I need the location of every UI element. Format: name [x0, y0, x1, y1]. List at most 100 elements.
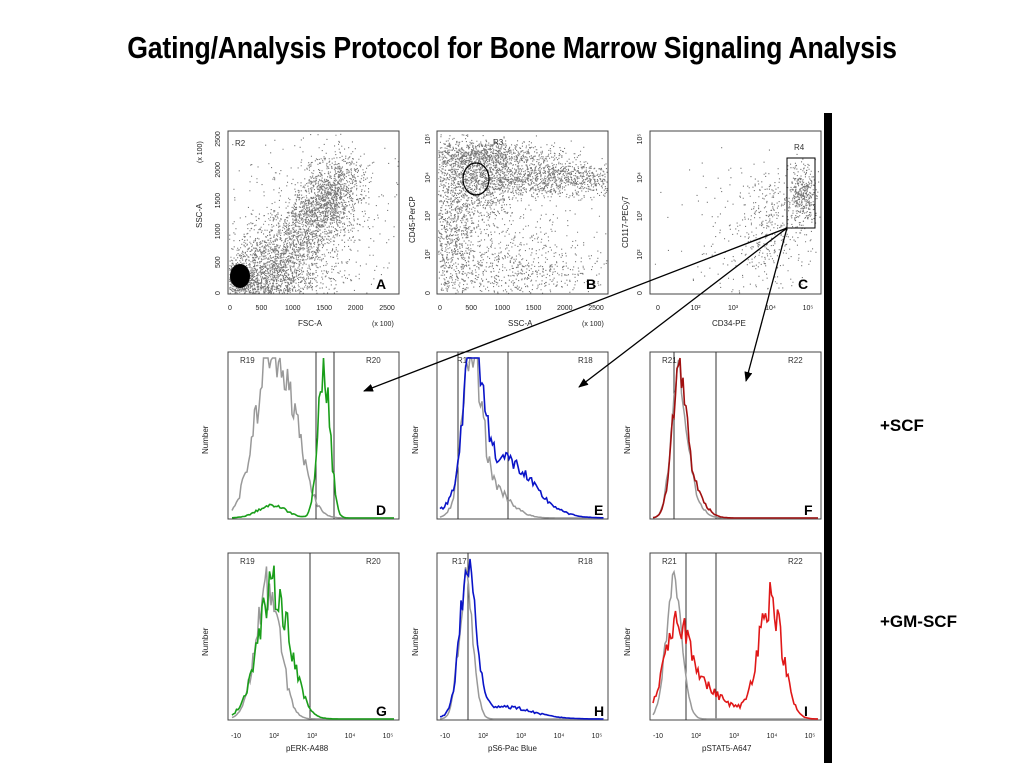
- condition-label-scf: +SCF: [880, 416, 924, 435]
- panel-g-stimulated-histogram: [231, 565, 394, 720]
- x-tick-label: 10⁴: [765, 305, 776, 312]
- panel-e-gate-right: R18: [578, 356, 593, 365]
- y-tick-label: 0: [215, 291, 222, 295]
- x-tick-label: 2000: [557, 305, 573, 312]
- arrow-to-panel-d: [363, 227, 788, 392]
- panel-g-y-label: Number: [201, 627, 210, 656]
- y-tick-label: 10⁴: [425, 172, 432, 183]
- hist-x-tick-label: 10⁵: [805, 733, 816, 740]
- hist-x-tick-label: 10⁵: [592, 733, 603, 740]
- panel-h-stimulated-histogram: [439, 558, 604, 720]
- x-tick-label: 2500: [588, 305, 604, 312]
- panel-h-letter: H: [594, 703, 604, 719]
- hist-x-tick-label: 10²: [478, 733, 489, 740]
- panel-a-y-label: SSC-A: [195, 203, 204, 228]
- hist-x-tick-label: 10³: [307, 733, 318, 740]
- panel-e-y-label: Number: [411, 425, 420, 454]
- x-tick-label: 10⁵: [803, 305, 814, 312]
- slide-title: Gating/Analysis Protocol for Bone Marrow…: [127, 30, 897, 65]
- panel-i-y-label: Number: [623, 627, 632, 656]
- panel-e-gate-left: R17: [457, 356, 472, 365]
- gate-arrows: [363, 227, 788, 392]
- panel-a: R2 A FSC-A (x 100) SSC-A (x 100) 0 500 100…: [195, 130, 400, 328]
- panel-d-gate-right: R20: [366, 356, 381, 365]
- panel-i: R21 R22 I Number pSTAT5-A647: [623, 552, 822, 753]
- panel-h-gate-left: R17: [452, 557, 467, 566]
- y-tick-label: 10²: [425, 249, 432, 260]
- panel-g-gate-left: R19: [240, 557, 255, 566]
- panel-f: R21 R22 F Number: [623, 351, 822, 520]
- panel-h-y-label: Number: [411, 627, 420, 656]
- panel-c-letter: C: [798, 276, 808, 292]
- panel-b-frame: [436, 130, 609, 295]
- x-tick-label: 0: [228, 305, 232, 312]
- y-tick-label: 2500: [215, 131, 222, 147]
- panel-i-control-histogram: [652, 569, 818, 720]
- y-tick-label: 10²: [637, 249, 644, 260]
- panel-g-letter: G: [376, 703, 387, 719]
- hist-x-tick-label: 10⁵: [383, 733, 394, 740]
- y-tick-label: 2000: [215, 162, 222, 178]
- y-tick-label: 0: [425, 291, 432, 295]
- panel-a-y-scale: (x 100): [197, 141, 204, 163]
- panel-f-frame: [649, 351, 822, 520]
- panel-c-gate-label: R4: [794, 143, 805, 152]
- panel-f-stimulated-histogram: [652, 357, 818, 519]
- panel-e-frame: [436, 351, 609, 520]
- hist-x-tick-label: 10³: [729, 733, 740, 740]
- hist-x-tick-label: 10⁴: [554, 733, 565, 740]
- x-tick-label: 1000: [285, 305, 301, 312]
- panel-f-gate-left: R21: [662, 356, 677, 365]
- x-tick-label: 500: [256, 305, 268, 312]
- panel-i-frame: [649, 552, 822, 721]
- y-tick-label: 10⁵: [425, 134, 432, 145]
- panel-d-letter: D: [376, 502, 386, 518]
- panel-g-frame: [227, 552, 400, 721]
- y-tick-label: 10³: [637, 210, 644, 221]
- panel-h-frame: [436, 552, 609, 721]
- panel-a-ticks: 0 500 1000 1500 2000 2500 0 500 1000 1500 2000 2500: [215, 131, 395, 312]
- hist-x-tick-label: 10²: [269, 733, 280, 740]
- y-tick-label: 0: [637, 291, 644, 295]
- figure-background: [190, 113, 824, 763]
- panel-b-letter: B: [586, 276, 596, 292]
- panel-b-x-scale: (x 100): [582, 321, 604, 328]
- panel-d: R19 R20 D Number: [201, 351, 400, 520]
- panel-a-gate-label: R2: [235, 139, 246, 148]
- y-tick-label: 10⁴: [637, 172, 644, 183]
- panel-i-stimulated-histogram: [652, 582, 819, 720]
- density-dots: [229, 133, 821, 295]
- panel-a-letter: A: [376, 276, 386, 292]
- panel-c-frame: [649, 130, 822, 295]
- x-tick-label: 1000: [495, 305, 511, 312]
- panel-i-x-label: pSTAT5-A647: [702, 744, 752, 753]
- x-tick-label: 2000: [348, 305, 364, 312]
- panel-a-frame: [227, 130, 400, 295]
- panel-b-gate-r3: [462, 162, 490, 196]
- panel-c-ticks: 0 10² 10³ 10⁴ 10⁵ 0 10² 10³ 10⁴ 10⁵: [637, 134, 813, 312]
- panel-b-x-label: SSC-A: [508, 319, 533, 328]
- panel-i-gate-left: R21: [662, 557, 677, 566]
- arrow-to-panel-f: [744, 227, 788, 382]
- x-tick-label: 10³: [728, 305, 739, 312]
- panel-d-gate-left: R19: [240, 356, 255, 365]
- hist-x-tick-label: 10³: [516, 733, 527, 740]
- panel-f-gate-right: R22: [788, 356, 803, 365]
- density-dots-layer: [229, 133, 821, 295]
- panel-i-gate-right: R22: [788, 557, 803, 566]
- panel-b-y-label: CD45-PerCP: [408, 196, 417, 243]
- hist-x-tick-label: -10: [653, 733, 663, 740]
- x-tick-label: 0: [656, 305, 660, 312]
- panel-b-gate-label: R3: [493, 138, 504, 147]
- x-tick-label: 1500: [316, 305, 332, 312]
- panel-d-y-label: Number: [201, 425, 210, 454]
- panel-b-ticks: 0 500 1000 1500 2000 2500 0 10² 10³ 10⁴ 10⁵: [425, 134, 604, 312]
- flow-cytometry-figure: R2 A FSC-A (x 100) SSC-A (x 100) 0 500 100…: [190, 113, 832, 763]
- panel-c-y-label: CD117-PECy7: [621, 196, 630, 248]
- panel-c: R4 C CD34-PE CD117-PECy7 0 10² 10³ 10⁴ 10⁵ 0 1…: [621, 130, 822, 328]
- panel-d-frame: [227, 351, 400, 520]
- panel-c-gate-r4: [786, 157, 816, 229]
- panel-g: R19 R20 G Number pERK-A488: [201, 552, 400, 753]
- hist-x-tick-label: -10: [231, 733, 241, 740]
- y-tick-label: 1500: [215, 193, 222, 209]
